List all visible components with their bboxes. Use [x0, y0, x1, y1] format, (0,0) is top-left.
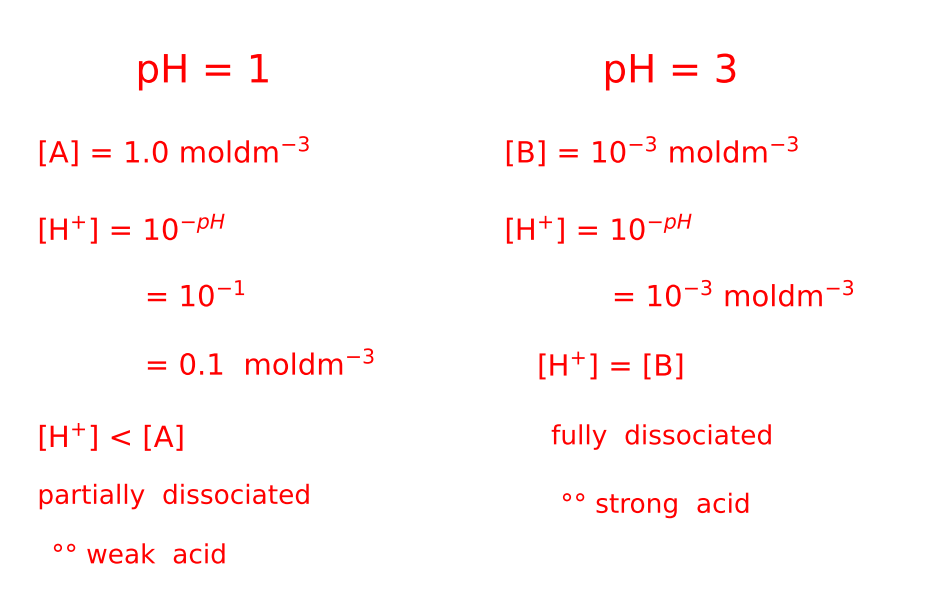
Text: [A] = 1.0 moldm$^{-3}$: [A] = 1.0 moldm$^{-3}$ — [37, 135, 310, 168]
Text: [H$^{+}$] = 10$^{-pH}$: [H$^{+}$] = 10$^{-pH}$ — [37, 212, 226, 246]
Text: pH = 3: pH = 3 — [602, 52, 739, 90]
Text: partially  dissociated: partially dissociated — [37, 484, 311, 510]
Text: = 0.1  moldm$^{-3}$: = 0.1 moldm$^{-3}$ — [145, 351, 375, 381]
Text: [H$^{+}$] = 10$^{-pH}$: [H$^{+}$] = 10$^{-pH}$ — [504, 212, 693, 246]
Text: = 10$^{-3}$ moldm$^{-3}$: = 10$^{-3}$ moldm$^{-3}$ — [612, 283, 855, 312]
Text: [B] = 10$^{-3}$ moldm$^{-3}$: [B] = 10$^{-3}$ moldm$^{-3}$ — [504, 135, 800, 168]
Text: °° strong  acid: °° strong acid — [560, 493, 751, 519]
Text: [H$^{+}$] < [A]: [H$^{+}$] < [A] — [37, 421, 184, 453]
Text: fully  dissociated: fully dissociated — [551, 424, 773, 450]
Text: = 10$^{-1}$: = 10$^{-1}$ — [145, 283, 246, 312]
Text: °° weak  acid: °° weak acid — [51, 543, 227, 569]
Text: pH = 1: pH = 1 — [135, 52, 272, 90]
Text: [H$^{+}$] = [B]: [H$^{+}$] = [B] — [537, 350, 684, 382]
